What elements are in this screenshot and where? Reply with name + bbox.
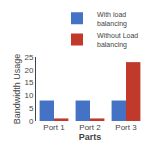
svg-text:With loadbalancing: With loadbalancing (97, 11, 127, 28)
svg-text:Without Loadbalancing: Without Loadbalancing (97, 32, 138, 49)
svg-text:Bandwidth Usage: Bandwidth Usage (12, 54, 22, 125)
svg-text:Parts: Parts (79, 132, 102, 142)
svg-text:15: 15 (24, 78, 33, 87)
svg-text:20: 20 (24, 66, 33, 75)
svg-text:0: 0 (29, 117, 34, 126)
svg-text:5: 5 (29, 104, 34, 113)
svg-text:10: 10 (24, 91, 33, 100)
svg-text:25: 25 (24, 53, 33, 62)
svg-text:Port 2: Port 2 (79, 123, 101, 132)
svg-text:Port 1: Port 1 (43, 123, 65, 132)
svg-text:Port 3: Port 3 (115, 123, 137, 132)
